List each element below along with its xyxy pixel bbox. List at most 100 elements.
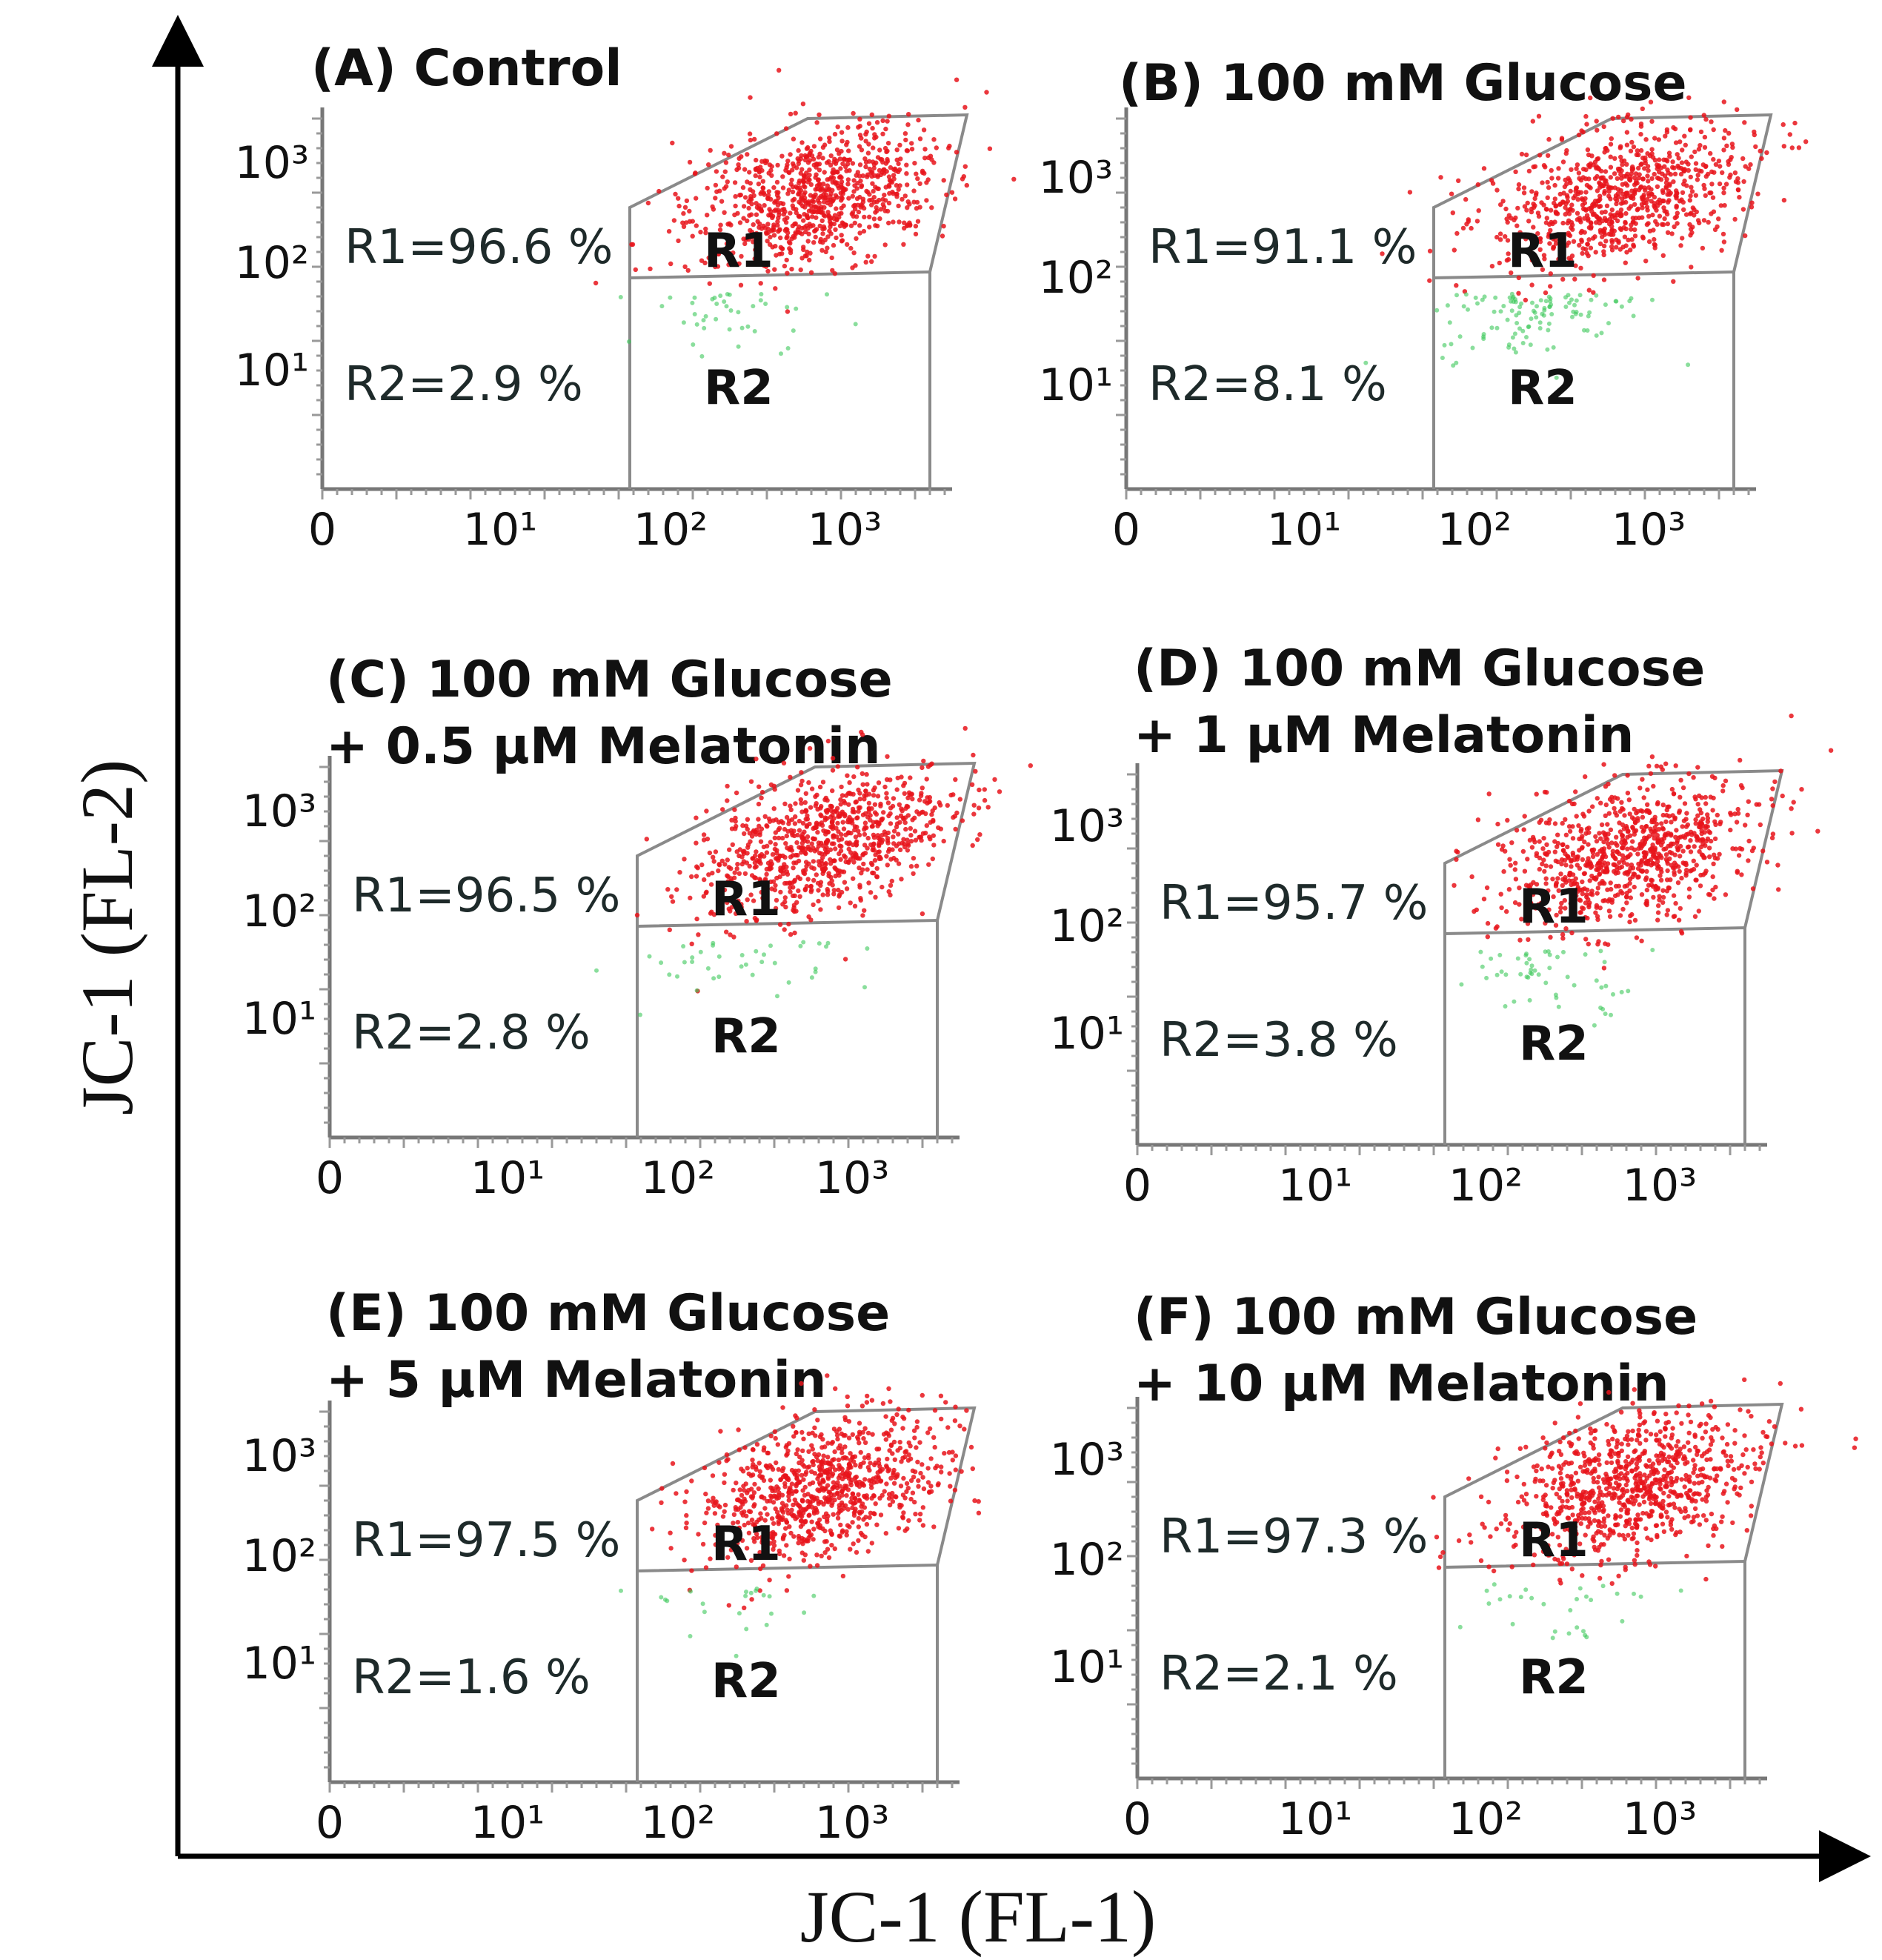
panel-c-r1-event <box>725 900 730 906</box>
panel-c-r1-event <box>674 887 679 892</box>
panel-d-r1-event <box>1595 917 1600 923</box>
panel-c-r1-event <box>888 821 894 826</box>
panel-c-r2-event <box>681 944 686 949</box>
panel-d-r1-event <box>1648 771 1654 777</box>
panel-a-r1-event <box>843 187 848 192</box>
panel-d-r1-event <box>1683 873 1689 878</box>
panel-e-r1-event <box>768 1493 774 1499</box>
panel-b-r1-event <box>1732 216 1738 222</box>
panel-c-y-tick-label: 10³ <box>242 785 316 837</box>
panel-c-r1-event <box>895 775 900 781</box>
panel-c-r1-event <box>1028 763 1034 768</box>
panel-c-r1-event <box>982 787 988 792</box>
panel-b-r2-event <box>1567 300 1572 305</box>
panel-a-r1-event <box>789 267 794 272</box>
panel-b-r2-percent: R2=8.1 % <box>1148 357 1387 412</box>
panel-b-r2-event <box>1528 342 1533 348</box>
panel-e-r1-event <box>742 1445 748 1450</box>
panel-b-r1-event <box>1698 143 1703 148</box>
panel-c-r1-event <box>759 795 764 801</box>
panel-b-r1-event <box>1578 219 1583 225</box>
panel-c-r1-event <box>788 803 793 808</box>
panel-c-r1-event <box>822 862 828 867</box>
panel-a-r1-event <box>769 173 774 178</box>
panel-e-r2-event <box>743 1593 748 1598</box>
panel-c-r1-event <box>837 873 842 878</box>
panel-c-r1-event <box>832 865 837 871</box>
panel-b-r1-event <box>1631 144 1637 150</box>
panel-e-r1-event <box>917 1512 923 1517</box>
panel-c-r1-event <box>857 856 862 861</box>
panel-e-r1-event <box>818 1486 824 1492</box>
panel-b-r1-event <box>1548 227 1553 233</box>
panel-d-r1-event <box>1469 874 1474 880</box>
panel-c-r2-event <box>825 940 831 946</box>
panel-c-r1-event <box>802 850 808 856</box>
panel-e-r2-event <box>761 1592 766 1598</box>
panel-d-r1-event <box>1454 848 1459 854</box>
panel-e-r1-event <box>968 1444 974 1450</box>
panel-a-r1-event <box>773 207 779 213</box>
panel-a-r1-event <box>728 144 734 149</box>
panel-c-r1-event <box>866 880 871 886</box>
panel-c-r2-event <box>711 940 716 946</box>
panel-d-r1-event <box>1671 791 1677 797</box>
panel-a-r1-event <box>928 153 934 159</box>
panel-a-r1-event <box>827 216 832 222</box>
panel-c-r1-event <box>908 825 914 831</box>
panel-b-r1-event <box>1583 176 1589 182</box>
panel-a-r1-event <box>839 210 844 216</box>
panel-d-r1-event <box>1583 774 1588 780</box>
panel-d-r1-event <box>1612 862 1617 868</box>
panel-b-r1-event <box>1626 237 1631 242</box>
panel-e-r1-event <box>797 1536 802 1541</box>
panel-b-r1-event <box>1686 167 1691 173</box>
panel-c-r1-event <box>837 814 842 819</box>
panel-b-r1-event <box>1666 199 1671 205</box>
panel-b-r1-event <box>1537 153 1543 158</box>
panel-e-r1-event <box>883 1430 889 1435</box>
panel-d-r1-event <box>1580 834 1585 839</box>
panel-d-r1-event <box>1691 858 1696 864</box>
panel-a-r1-event <box>690 219 695 224</box>
panel-e-r1-event <box>897 1440 902 1445</box>
panel-d-r1-event <box>1640 777 1645 782</box>
panel-b-r1-event <box>1675 152 1680 157</box>
panel-c-r1-event <box>797 894 802 900</box>
panel-c-title-line-1: (C) 100 mM Glucose <box>326 651 893 709</box>
panel-a-r1-event <box>874 120 880 125</box>
panel-e-x-tick-label: 10² <box>641 1797 715 1849</box>
panel-c-r1-event <box>885 838 891 843</box>
panel-b-r1-event <box>1569 202 1575 207</box>
panel-a-r1-event <box>877 167 882 173</box>
panel-b-r1-event <box>1586 237 1592 242</box>
panel-d-r1-event <box>1567 828 1573 834</box>
panel-c-r1-event <box>825 829 831 834</box>
panel-e-r1-event <box>739 1510 745 1515</box>
panel-e-r1-event <box>844 1493 849 1498</box>
panel-d-r1-event <box>1677 868 1682 874</box>
panel-a-r1-event <box>760 179 766 184</box>
panel-a-r1-event <box>837 151 842 156</box>
panel-a-r1-event <box>839 238 845 243</box>
panel-e-r1-event <box>791 1513 797 1518</box>
panel-a-r2-event <box>701 318 706 323</box>
panel-e-r1-event <box>801 1506 806 1512</box>
panel-c-r1-event <box>873 894 878 900</box>
panel-e-r1-event <box>789 1481 795 1486</box>
panel-d-r1-event <box>1828 748 1834 753</box>
panel-a-r1-event <box>685 268 691 273</box>
panel-a-r1-event <box>785 159 791 164</box>
panel-a-r1-event <box>897 142 902 147</box>
panel-a-r1-event <box>755 241 761 246</box>
panel-b-r1-event <box>1646 213 1652 219</box>
panel-a-r2-event <box>690 300 695 305</box>
panel-d-r1-event <box>1617 820 1622 825</box>
panel-b-r1-event <box>1652 203 1657 208</box>
panel-c-r1-event <box>774 875 779 881</box>
panel-d-r1-event <box>1624 894 1629 900</box>
panel-b-r1-event <box>1671 179 1676 185</box>
panel-d-r2-event <box>1599 985 1604 990</box>
panel-b-r1-event <box>1688 115 1693 120</box>
panel-b-r1-event <box>1569 253 1575 259</box>
